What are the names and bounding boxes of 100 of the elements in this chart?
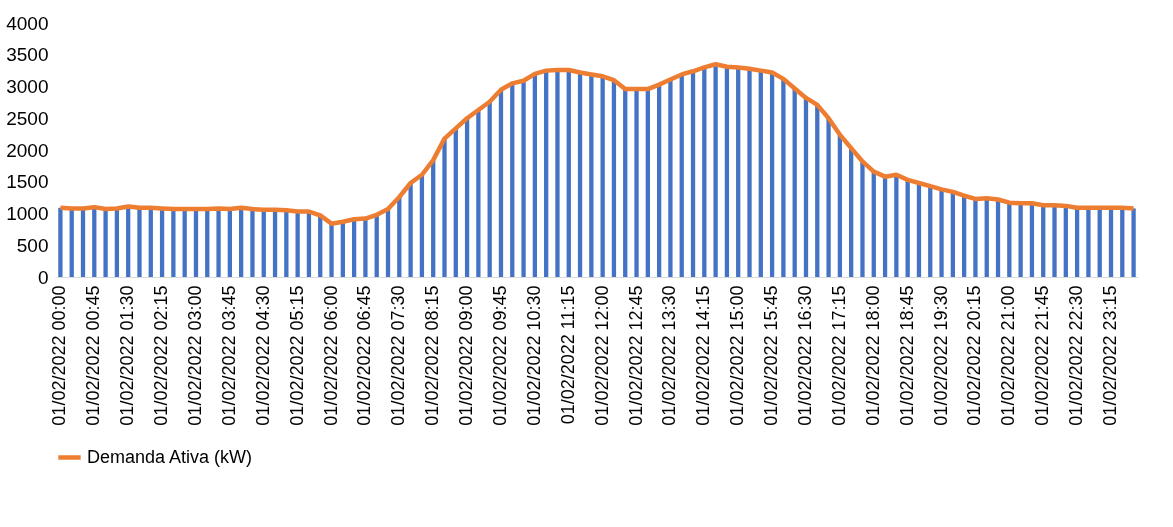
bar [950,191,955,277]
y-tick-label: 3000 [6,76,49,97]
y-tick-label: 1500 [6,171,49,193]
y-tick-label: 500 [16,234,49,256]
bar [860,161,865,277]
bar [171,209,176,277]
x-tick-label: 01/02/2022 18:00 [862,285,883,426]
bar [419,174,425,277]
bar [476,110,481,277]
x-tick-label: 01/02/2022 16:30 [794,285,815,426]
bar [995,199,1001,277]
bar [1074,207,1080,277]
bar [882,176,888,277]
x-tick-label: 01/02/2022 00:00 [49,285,70,426]
x-tick-label: 01/02/2022 08:15 [422,285,443,426]
y-tick-label: 3500 [6,44,49,66]
bar [216,208,221,277]
x-tick-label: 01/02/2022 03:00 [184,285,205,426]
bar [769,72,775,277]
bar [1108,207,1114,277]
bar [80,208,86,277]
bar [690,71,696,277]
x-tick-label: 01/02/2022 02:15 [151,285,172,426]
x-tick-label: 01/02/2022 03:45 [218,285,239,426]
bar [329,223,334,277]
x-tick-label: 01/02/2022 09:45 [489,285,510,426]
bar [1063,205,1068,277]
y-tick-label: 2500 [6,107,49,129]
bar [905,179,910,277]
bar [114,208,120,277]
bar [284,210,289,277]
bar [962,195,967,277]
bar [792,88,797,277]
bar [306,211,312,277]
bar [295,211,300,277]
x-tick-label: 01/02/2022 06:45 [354,285,375,426]
x-tick-label: 01/02/2022 10:30 [523,285,544,426]
bar [464,118,470,277]
bar [103,209,108,277]
bar [58,207,63,277]
bar [92,207,97,277]
y-tick-label: 0 [37,266,49,288]
x-tick-label: 01/02/2022 12:00 [591,285,612,426]
bar [510,83,515,277]
bar [668,79,673,277]
bar [385,209,391,277]
bar [679,74,684,277]
x-tick-label: 01/02/2022 06:00 [320,285,341,426]
bar [623,89,628,277]
x-tick-label: 01/02/2022 13:30 [659,285,680,426]
bar [1052,205,1057,277]
bar [702,67,707,277]
y-tick-label: 1000 [6,203,49,224]
bar [1120,207,1125,277]
x-tick-label: 01/02/2022 19:30 [930,285,951,426]
bar [589,74,594,277]
bar [803,97,809,277]
bar [645,89,650,277]
bar [442,138,447,277]
bar [1029,203,1035,277]
bar [544,70,549,277]
y-tick-label: 4000 [6,12,49,34]
bar [826,118,831,277]
bar [894,174,899,277]
bar [182,209,187,277]
bar [1041,205,1046,277]
bar [1018,203,1023,277]
x-tick-label: 01/02/2022 14:15 [693,285,714,426]
bar [713,64,718,277]
bar [566,69,571,277]
bar [351,219,357,277]
bar [837,134,843,277]
bar [849,148,854,277]
bar [148,207,153,277]
line-series [58,62,1136,226]
bar [227,209,232,277]
bar [916,183,922,277]
x-tick-label: 01/02/2022 15:00 [727,285,748,426]
bar [871,171,876,277]
bar [487,101,492,277]
x-tick-label: 01/02/2022 21:00 [998,285,1019,426]
x-tick-label: 01/02/2022 04:30 [252,285,273,426]
bar [193,209,199,277]
bar [781,78,786,277]
bar [498,89,504,277]
bar [611,80,617,277]
bar [973,198,978,277]
x-tick-label: 01/02/2022 23:15 [1100,285,1120,426]
y-tick-label: 2000 [6,139,49,161]
legend-label: Demanda Ativa (kW) [87,446,253,467]
bar [577,72,583,277]
bar [250,209,255,277]
x-tick-label: 01/02/2022 12:45 [625,285,646,426]
x-tick-label: 01/02/2022 00:45 [83,285,104,426]
bar [736,67,741,277]
x-tick-label: 01/02/2022 01:30 [117,285,138,426]
x-tick-label: 01/02/2022 15:45 [761,285,782,426]
bar [261,209,266,277]
bar [272,209,278,277]
bar [1097,207,1102,277]
